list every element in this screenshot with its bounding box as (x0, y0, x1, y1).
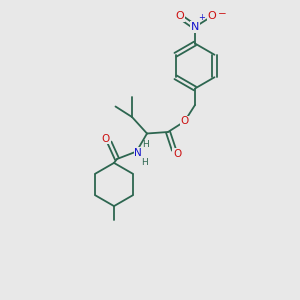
Text: −: − (218, 9, 226, 19)
Text: O: O (173, 148, 181, 159)
Text: H: H (142, 158, 148, 167)
Text: O: O (102, 134, 110, 144)
Text: N: N (191, 22, 199, 32)
Text: N: N (134, 148, 142, 158)
Text: H: H (142, 140, 149, 149)
Text: O: O (180, 116, 189, 127)
Text: O: O (176, 11, 184, 22)
Text: O: O (207, 11, 216, 22)
Text: +: + (199, 13, 206, 22)
